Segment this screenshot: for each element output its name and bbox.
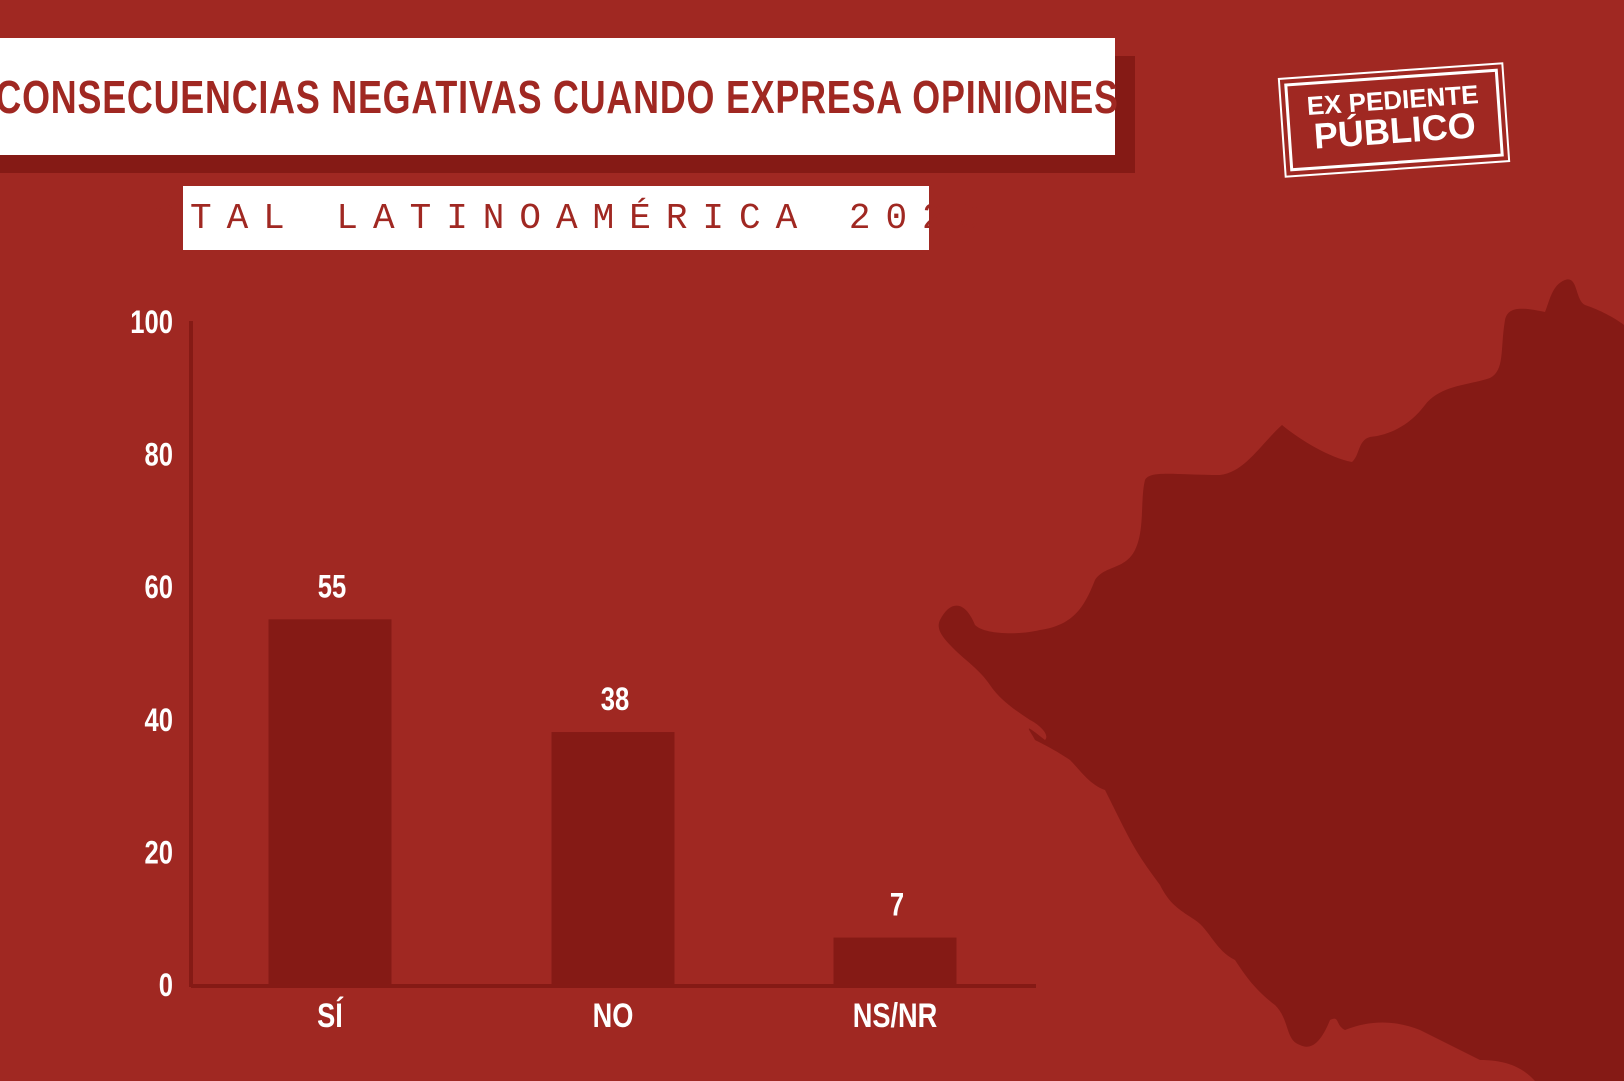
y-tick-label: 60: [145, 571, 173, 606]
chart-title: CONSECUENCIAS NEGATIVAS CUANDO EXPRESA O…: [0, 70, 1120, 123]
bar-2: [833, 937, 957, 984]
title-banner: CONSECUENCIAS NEGATIVAS CUANDO EXPRESA O…: [0, 38, 1118, 155]
y-tick-label: 40: [145, 703, 173, 738]
data-label: 55: [318, 570, 346, 605]
data-label: 38: [601, 682, 629, 717]
y-tick-label: 20: [145, 836, 173, 871]
x-tick-label: NO: [593, 996, 634, 1035]
x-tick-label: NS/NR: [853, 996, 938, 1035]
chart-subtitle: TOTAL LATINOAMÉRICA 2020: [116, 197, 996, 239]
data-label: 7: [890, 888, 904, 923]
subtitle-banner: TOTAL LATINOAMÉRICA 2020: [117, 186, 980, 250]
bar-0: [268, 619, 392, 984]
y-tick-label: 100: [130, 305, 173, 340]
y-tick-label: 80: [145, 438, 173, 473]
bar-1: [551, 732, 675, 984]
x-tick-label: SÍ: [317, 996, 344, 1035]
y-tick-label: 0: [159, 968, 173, 1003]
